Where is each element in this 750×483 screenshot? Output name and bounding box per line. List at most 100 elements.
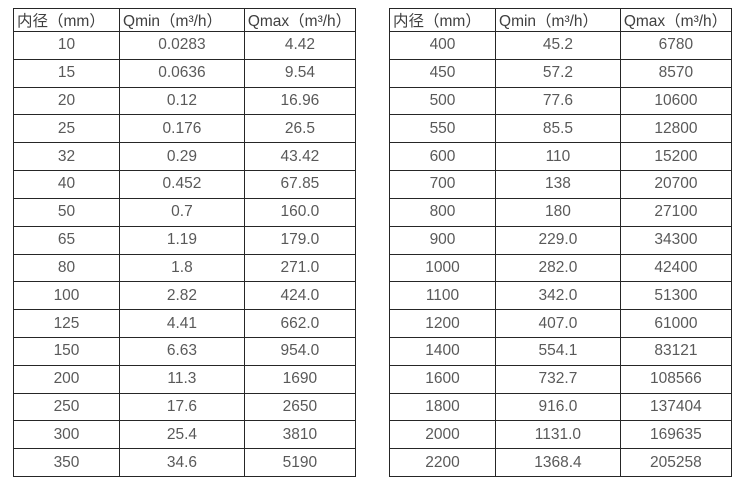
table-cell: 108566 — [619, 364, 733, 394]
table-cell: 0.452 — [119, 170, 245, 199]
table-cell: 954.0 — [243, 336, 357, 366]
table-cell: 10 — [12, 31, 121, 60]
table-cell: 800 — [388, 197, 497, 227]
column-header: 内径（mm） — [388, 8, 497, 32]
table-row: 800 180 27100 — [388, 197, 733, 227]
table-cell: 1600 — [388, 364, 497, 394]
table-row: 350 34.6 5190 — [12, 448, 357, 477]
table-cell: 110 — [495, 142, 621, 172]
table-cell: 6780 — [619, 31, 733, 60]
table-cell: 25 — [12, 114, 121, 144]
table-cell: 732.7 — [495, 364, 621, 394]
header-row: 内径（mm） Qmin（m³/h） Qmax（m³/h） — [388, 8, 733, 32]
table-cell: 138 — [495, 170, 621, 199]
table-cell: 51300 — [619, 281, 733, 311]
table-row: 550 85.5 12800 — [388, 114, 733, 144]
table-cell: 50 — [12, 197, 121, 227]
table-cell: 83121 — [619, 336, 733, 366]
table-row: 250 17.6 2650 — [12, 392, 357, 422]
table-cell: 17.6 — [119, 392, 245, 422]
table-cell: 0.29 — [119, 142, 245, 172]
table-cell: 0.176 — [119, 114, 245, 144]
table-cell: 3810 — [243, 420, 357, 450]
table-cell: 77.6 — [495, 86, 621, 116]
table-cell: 0.0283 — [119, 31, 245, 60]
table-cell: 1131.0 — [495, 420, 621, 450]
table-cell: 85.5 — [495, 114, 621, 144]
table-cell: 1.8 — [119, 253, 245, 283]
table-cell: 67.85 — [243, 170, 357, 199]
table-row: 50 0.7 160.0 — [12, 197, 357, 227]
table-cell: 662.0 — [243, 309, 357, 338]
table-cell: 0.0636 — [119, 58, 245, 88]
table-cell: 57.2 — [495, 58, 621, 88]
table-cell: 271.0 — [243, 253, 357, 283]
table-cell: 100 — [12, 281, 121, 311]
table-row: 700 138 20700 — [388, 170, 733, 199]
table-cell: 12800 — [619, 114, 733, 144]
table-cell: 600 — [388, 142, 497, 172]
table-cell: 424.0 — [243, 281, 357, 311]
table-cell: 282.0 — [495, 253, 621, 283]
column-header: Qmax（m³/h） — [243, 8, 357, 32]
table-row: 500 77.6 10600 — [388, 86, 733, 116]
table-cell: 350 — [12, 448, 121, 477]
table-cell: 407.0 — [495, 309, 621, 338]
table-cell: 11.3 — [119, 364, 245, 394]
table-cell: 400 — [388, 31, 497, 60]
table-row: 32 0.29 43.42 — [12, 142, 357, 172]
table-row: 2000 1131.0 169635 — [388, 420, 733, 450]
table-cell: 1400 — [388, 336, 497, 366]
table-row: 40 0.452 67.85 — [12, 170, 357, 199]
table-row: 150 6.63 954.0 — [12, 336, 357, 366]
table-cell: 300 — [12, 420, 121, 450]
table-row: 200 11.3 1690 — [12, 364, 357, 394]
table-row: 400 45.2 6780 — [388, 31, 733, 60]
table-cell: 45.2 — [495, 31, 621, 60]
table-cell: 5190 — [243, 448, 357, 477]
table-cell: 15 — [12, 58, 121, 88]
table-cell: 700 — [388, 170, 497, 199]
table-cell: 0.12 — [119, 86, 245, 116]
table-cell: 65 — [12, 225, 121, 255]
table-cell: 8570 — [619, 58, 733, 88]
table-cell: 160.0 — [243, 197, 357, 227]
table-cell: 200 — [12, 364, 121, 394]
table-cell: 10600 — [619, 86, 733, 116]
table-cell: 1.19 — [119, 225, 245, 255]
flow-table-right: 内径（mm） Qmin（m³/h） Qmax（m³/h） 400 45.2 6780 450… — [388, 8, 733, 477]
table-row: 1000 282.0 42400 — [388, 253, 733, 283]
column-header: 内径（mm） — [12, 8, 121, 32]
table-row: 1200 407.0 61000 — [388, 309, 733, 338]
table-row: 20 0.12 16.96 — [12, 86, 357, 116]
table-cell: 16.96 — [243, 86, 357, 116]
table-cell: 1800 — [388, 392, 497, 422]
table-cell: 1100 — [388, 281, 497, 311]
table-cell: 15200 — [619, 142, 733, 172]
table-row: 300 25.4 3810 — [12, 420, 357, 450]
table-row: 125 4.41 662.0 — [12, 309, 357, 338]
table-cell: 2200 — [388, 448, 497, 477]
table-cell: 40 — [12, 170, 121, 199]
table-cell: 205258 — [619, 448, 733, 477]
table-cell: 20700 — [619, 170, 733, 199]
table-row: 65 1.19 179.0 — [12, 225, 357, 255]
table-cell: 229.0 — [495, 225, 621, 255]
table-row: 1600 732.7 108566 — [388, 364, 733, 394]
table-cell: 27100 — [619, 197, 733, 227]
table-row: 600 110 15200 — [388, 142, 733, 172]
table-row: 100 2.82 424.0 — [12, 281, 357, 311]
table-cell: 4.41 — [119, 309, 245, 338]
table-cell: 25.4 — [119, 420, 245, 450]
table-cell: 34.6 — [119, 448, 245, 477]
table-cell: 180 — [495, 197, 621, 227]
table-cell: 916.0 — [495, 392, 621, 422]
table-row: 1800 916.0 137404 — [388, 392, 733, 422]
table-cell: 1200 — [388, 309, 497, 338]
table-cell: 500 — [388, 86, 497, 116]
column-header: Qmax（m³/h） — [619, 8, 733, 32]
column-header: Qmin（m³/h） — [495, 8, 621, 32]
table-row: 1400 554.1 83121 — [388, 336, 733, 366]
table-cell: 550 — [388, 114, 497, 144]
